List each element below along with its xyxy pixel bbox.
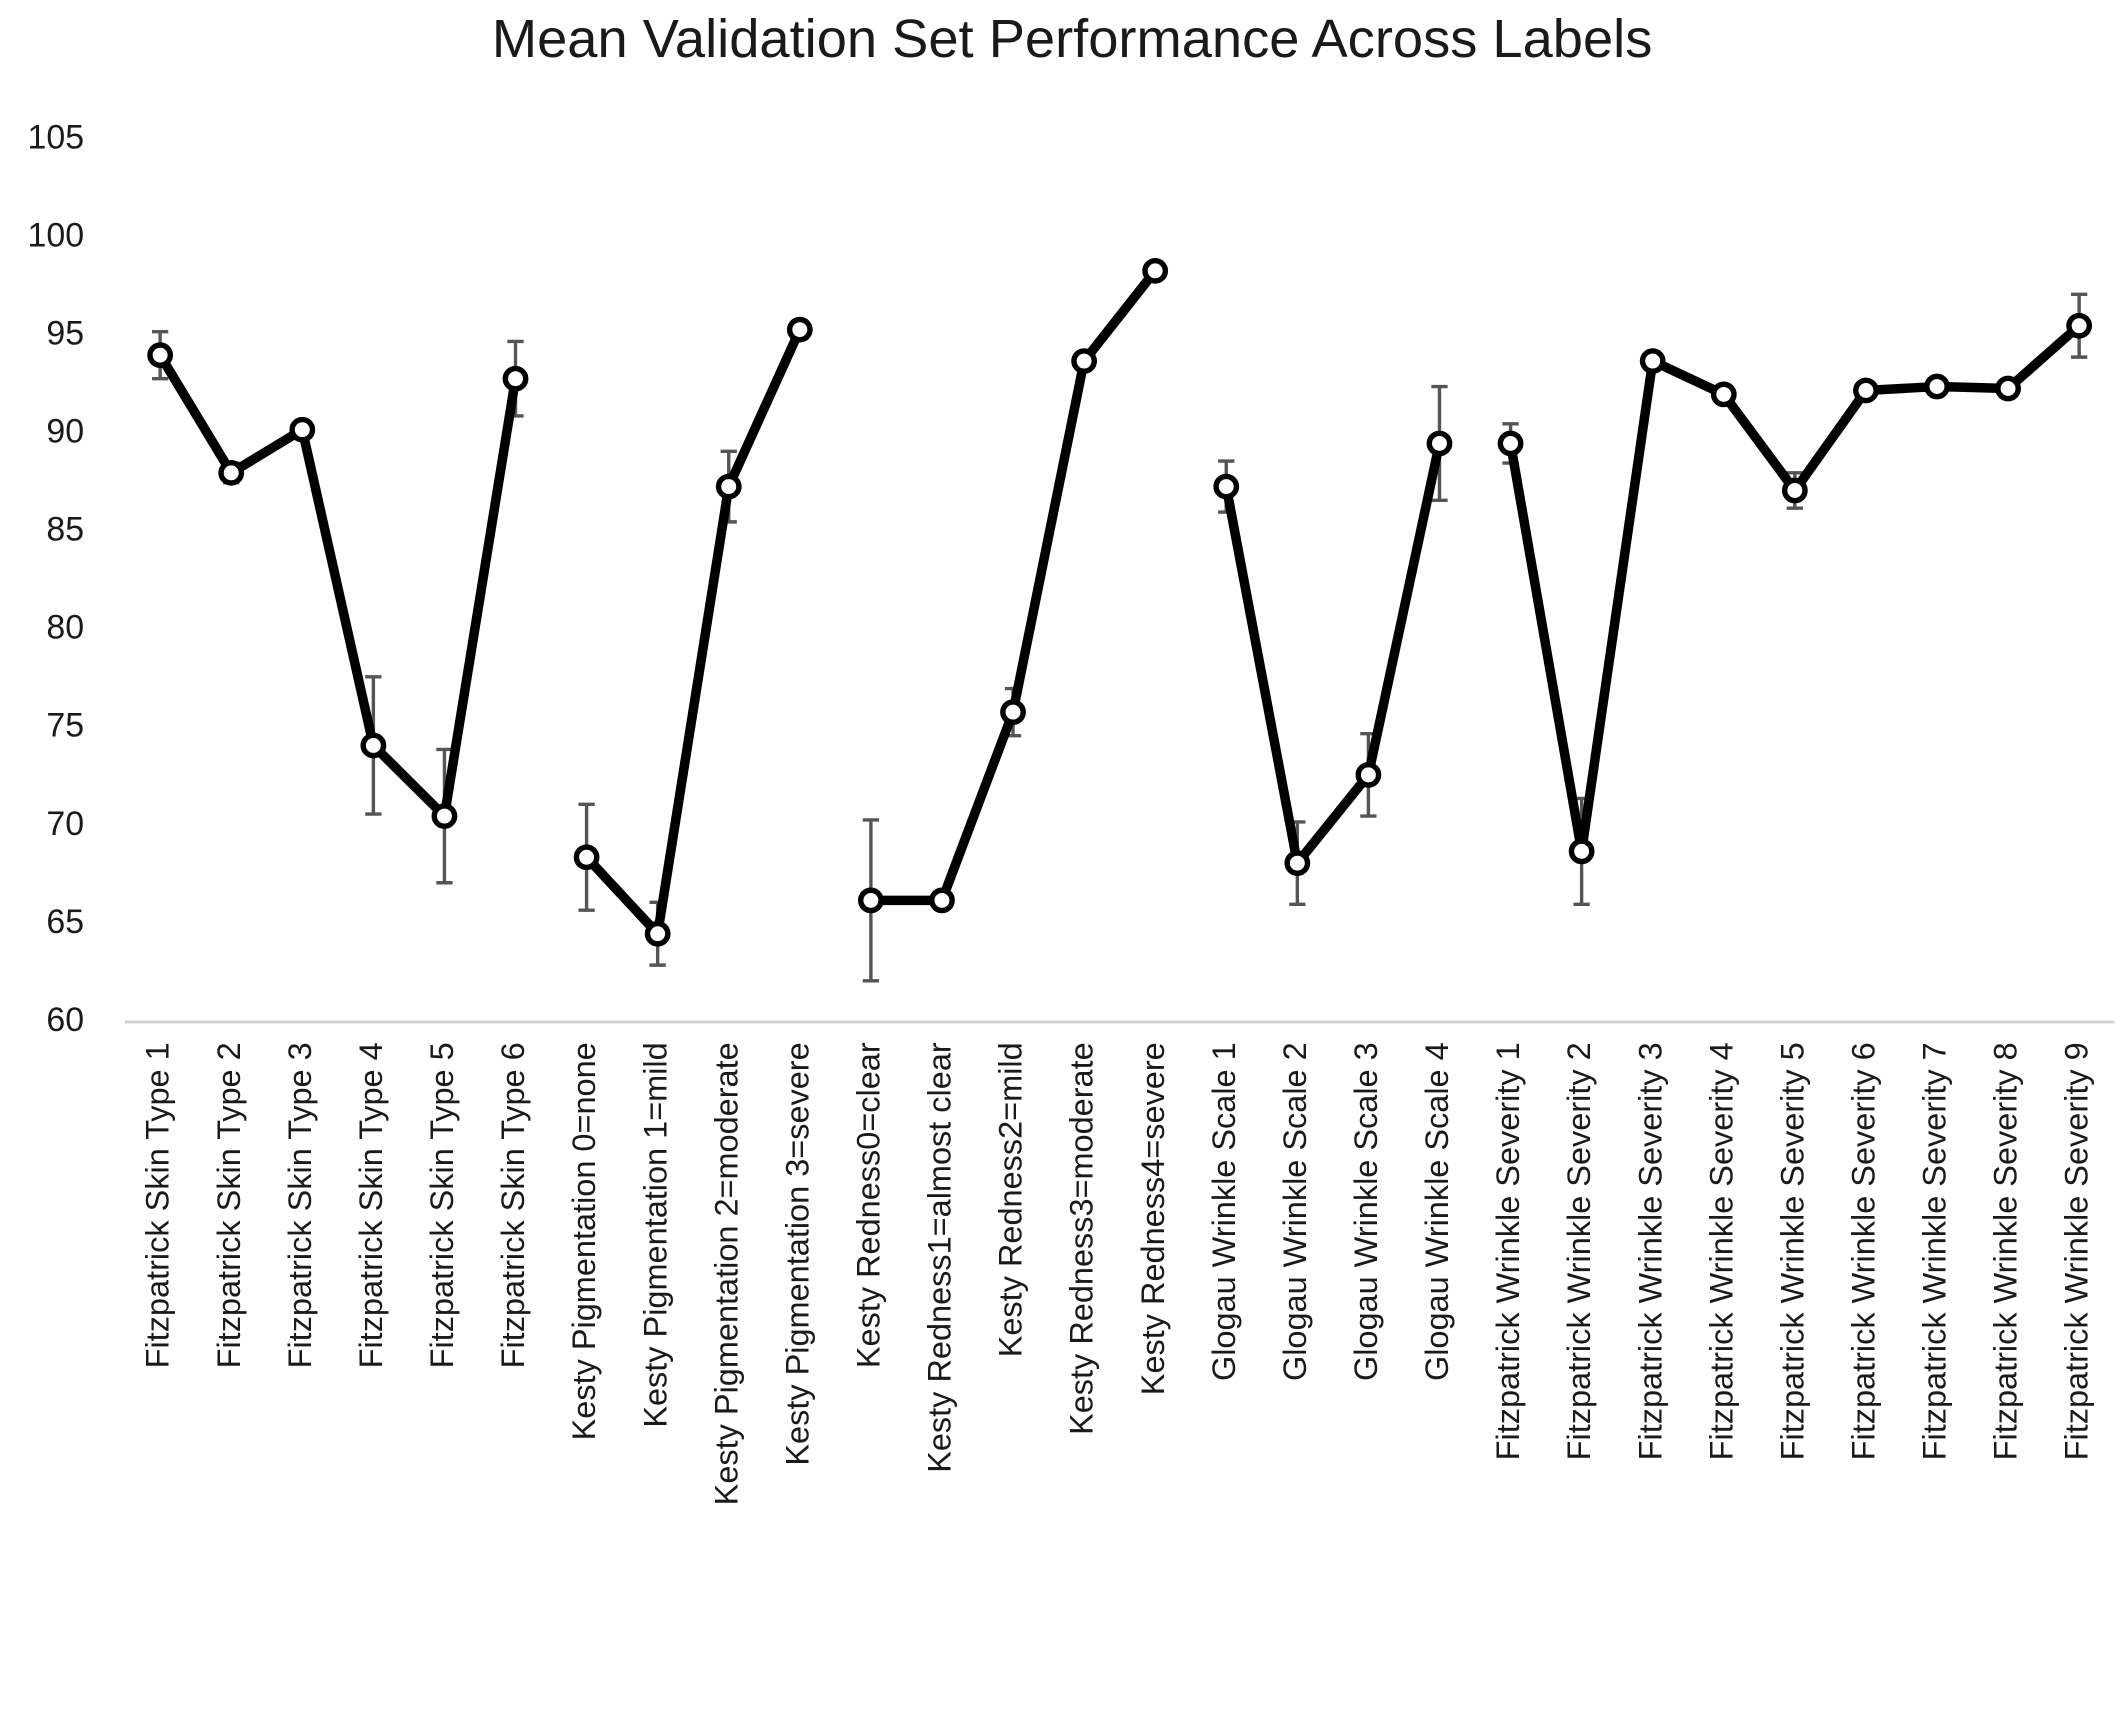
marker bbox=[1853, 377, 1879, 404]
marker bbox=[1497, 430, 1524, 457]
x-tick-label: Kesty Redness2=mild bbox=[993, 1042, 1029, 1357]
marker bbox=[218, 459, 245, 486]
x-tick-label: Fitzpatrick Wrinkle Severity 5 bbox=[1774, 1042, 1810, 1460]
x-tick-label: Kesty Redness3=moderate bbox=[1064, 1042, 1100, 1435]
marker bbox=[1071, 348, 1097, 374]
x-tick-label: Glogau Wrinkle Scale 1 bbox=[1206, 1042, 1242, 1381]
y-tick-label: 100 bbox=[28, 216, 85, 254]
marker bbox=[1924, 373, 1950, 400]
marker bbox=[1142, 257, 1169, 284]
x-tick-label: Glogau Wrinkle Scale 4 bbox=[1419, 1042, 1455, 1381]
marker bbox=[644, 920, 671, 947]
y-tick-label: 80 bbox=[46, 609, 84, 647]
x-tick-label: Fitzpatrick Skin Type 1 bbox=[140, 1042, 176, 1368]
marker bbox=[1426, 430, 1453, 457]
marker bbox=[1213, 473, 1240, 500]
marker bbox=[147, 342, 174, 369]
y-tick-label: 75 bbox=[46, 707, 84, 745]
x-tick-label: Kesty Redness0=clear bbox=[850, 1042, 886, 1368]
x-tick-label: Kesty Pigmentation 2=moderate bbox=[708, 1042, 744, 1505]
line bbox=[1221, 442, 1445, 868]
marker bbox=[431, 803, 458, 829]
x-tick-label: Kesty Pigmentation 1=mild bbox=[637, 1042, 673, 1427]
marker bbox=[1284, 850, 1311, 876]
x-tick-label: Fitzpatrick Wrinkle Severity 7 bbox=[1917, 1042, 1953, 1460]
x-tick-label: Fitzpatrick Skin Type 3 bbox=[282, 1042, 318, 1368]
marker bbox=[1639, 348, 1666, 374]
line bbox=[583, 327, 805, 939]
x-tick-label: Fitzpatrick Wrinkle Severity 9 bbox=[2059, 1042, 2095, 1460]
x-tick-label: Glogau Wrinkle Scale 3 bbox=[1348, 1042, 1384, 1381]
x-tick-label: Kesty Pigmentation 3=severe bbox=[779, 1042, 815, 1465]
marker bbox=[1568, 838, 1595, 865]
line bbox=[156, 352, 521, 821]
marker bbox=[786, 316, 813, 343]
x-tick-label: Fitzpatrick Wrinkle Severity 6 bbox=[1845, 1042, 1881, 1460]
y-tick-label: 60 bbox=[46, 1001, 84, 1039]
marker bbox=[857, 887, 884, 914]
marker bbox=[1355, 762, 1382, 788]
marker bbox=[2066, 312, 2093, 339]
marker bbox=[715, 473, 742, 500]
x-tick-label: Fitzpatrick Wrinkle Severity 8 bbox=[1988, 1042, 2024, 1460]
x-tick-label: Fitzpatrick Wrinkle Severity 4 bbox=[1703, 1042, 1739, 1460]
y-tick-label: 90 bbox=[46, 413, 84, 451]
x-tick-label: Glogau Wrinkle Scale 2 bbox=[1277, 1042, 1313, 1381]
x-tick-label: Kesty Redness4=severe bbox=[1135, 1042, 1171, 1395]
line bbox=[870, 267, 1159, 906]
y-tick-label: 85 bbox=[46, 511, 84, 549]
marker bbox=[1995, 375, 2021, 402]
marker bbox=[289, 416, 316, 443]
x-tick-label: Fitzpatrick Wrinkle Severity 3 bbox=[1632, 1042, 1668, 1460]
x-tick-label: Fitzpatrick Skin Type 5 bbox=[424, 1042, 460, 1368]
marker bbox=[929, 887, 955, 914]
marker bbox=[360, 732, 387, 759]
y-tick-label: 95 bbox=[46, 315, 84, 353]
marker bbox=[1781, 477, 1808, 504]
y-tick-label: 65 bbox=[46, 903, 84, 941]
x-tick-label: Fitzpatrick Wrinkle Severity 2 bbox=[1561, 1042, 1597, 1460]
x-tick-label: Kesty Pigmentation 0=none bbox=[566, 1042, 602, 1440]
marker bbox=[573, 844, 600, 871]
chart-title: Mean Validation Set Performance Across L… bbox=[492, 9, 1652, 69]
x-tick-label: Fitzpatrick Skin Type 2 bbox=[211, 1042, 247, 1368]
y-tick-label: 105 bbox=[28, 118, 85, 156]
x-tick-label: Fitzpatrick Skin Type 4 bbox=[353, 1042, 389, 1368]
marker bbox=[502, 365, 529, 392]
marker bbox=[1710, 381, 1737, 408]
line bbox=[1505, 322, 2083, 857]
y-tick-label: 70 bbox=[46, 805, 84, 843]
x-tick-label: Kesty Redness1=almost clear bbox=[922, 1042, 958, 1473]
x-tick-label: Fitzpatrick Wrinkle Severity 1 bbox=[1490, 1042, 1526, 1460]
x-tick-label: Fitzpatrick Skin Type 6 bbox=[495, 1042, 531, 1368]
marker bbox=[1000, 699, 1026, 725]
